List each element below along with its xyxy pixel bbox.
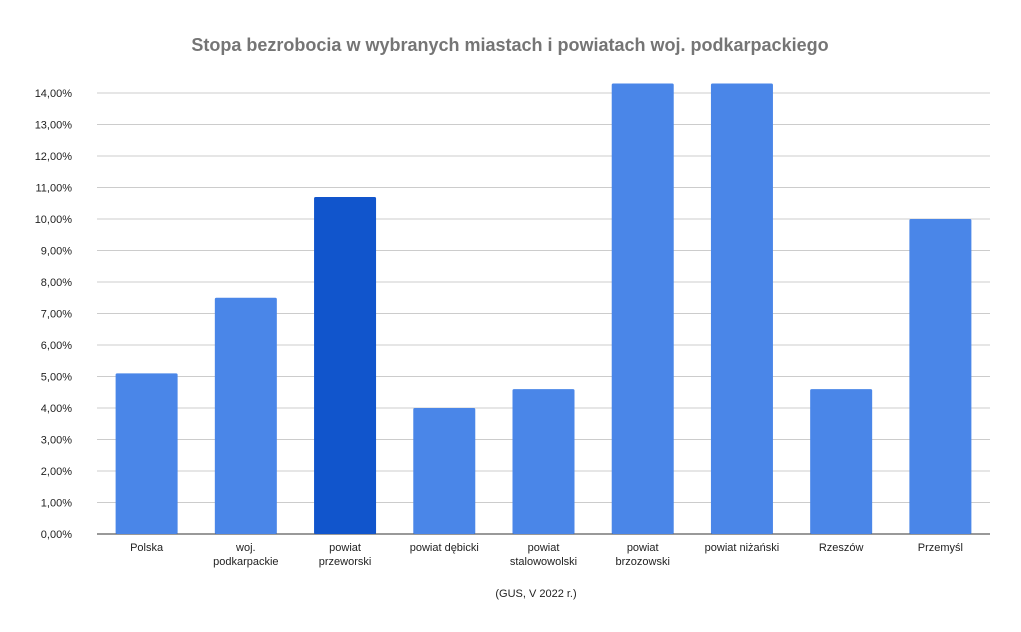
bar — [413, 408, 476, 534]
y-tick-label: 12,00% — [35, 151, 73, 163]
bar — [314, 196, 377, 534]
x-tick-label: powiat dębicki — [410, 542, 479, 554]
y-tick-label: 7,00% — [41, 309, 72, 321]
y-tick-label: 4,00% — [41, 403, 72, 415]
x-tick-label: woj. podkarpackie — [213, 542, 278, 568]
y-tick-label: 9,00% — [41, 246, 72, 258]
y-tick-label: 2,00% — [41, 466, 72, 478]
x-axis-label: (GUS, V 2022 r.) — [495, 588, 576, 600]
x-tick-label: powiat przeworski — [319, 542, 372, 568]
x-tick-label: Rzeszów — [819, 542, 864, 554]
bar — [810, 389, 873, 534]
chart-title: Stopa bezrobocia w wybranych miastach i … — [191, 35, 828, 55]
y-tick-label: 0,00% — [41, 529, 72, 541]
y-tick-label: 14,00% — [35, 88, 73, 100]
x-tick-label: powiat brzozowski — [616, 542, 670, 568]
x-axis-labels: Polska woj. podkarpackie powiat przeworski po… — [130, 542, 963, 568]
x-tick-label: Przemyśl — [918, 542, 963, 554]
bars — [115, 83, 972, 535]
y-tick-label: 13,00% — [35, 120, 73, 132]
bar — [115, 373, 178, 534]
x-tick-label: powiat niżański — [705, 542, 780, 554]
bar — [214, 297, 277, 534]
y-tick-label: 6,00% — [41, 340, 72, 352]
y-tick-label: 8,00% — [41, 277, 72, 289]
y-tick-label: 10,00% — [35, 214, 73, 226]
y-tick-label: 5,00% — [41, 372, 72, 384]
y-tick-label: 11,00% — [36, 183, 73, 195]
x-tick-label: Polska — [130, 542, 164, 554]
bar — [611, 83, 674, 535]
y-tick-label: 3,00% — [41, 435, 72, 447]
bar — [710, 83, 773, 535]
y-axis-ticks: 0,00% 1,00% 2,00% 3,00% 4,00% 5,00% 6,00% 7,00%… — [35, 88, 73, 541]
bar — [909, 219, 972, 534]
x-tick-label: powiat stalowowolski — [510, 542, 577, 568]
bar — [512, 389, 575, 534]
y-tick-label: 1,00% — [41, 498, 72, 510]
